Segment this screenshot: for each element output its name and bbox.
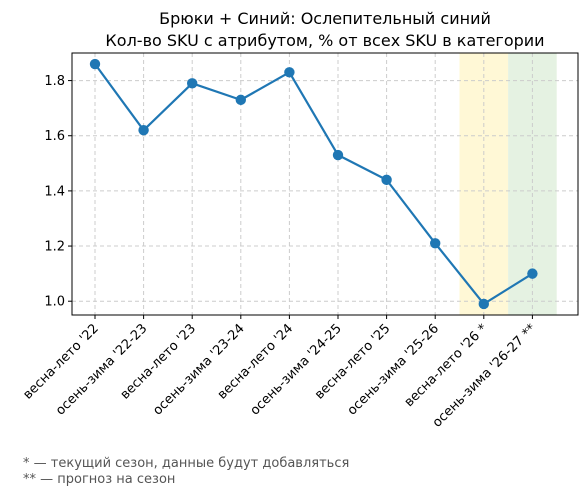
data-point bbox=[332, 149, 344, 161]
data-point bbox=[284, 67, 295, 78]
y-tick-label: 1.2 bbox=[44, 240, 65, 255]
data-point bbox=[187, 78, 198, 89]
data-point bbox=[381, 174, 392, 186]
x-tick-label: осень-зима '23-24 bbox=[150, 321, 247, 418]
data-point bbox=[430, 238, 441, 249]
x-tick-label: осень-зима '25-26 bbox=[345, 321, 442, 418]
chart-subtitle: Кол-во SKU с атрибутом, % от всех SKU в … bbox=[105, 31, 544, 50]
y-tick-label: 1.6 bbox=[44, 129, 65, 144]
y-tick-label: 1.8 bbox=[44, 74, 65, 89]
x-tick-label: осень-зима '24-25 bbox=[248, 321, 345, 418]
data-point bbox=[138, 125, 149, 136]
data-point bbox=[527, 268, 538, 279]
footnote-forecast: ** — прогноз на сезон bbox=[23, 472, 176, 487]
data-point bbox=[235, 94, 246, 106]
data-point bbox=[478, 298, 489, 310]
series-line bbox=[94, 63, 533, 306]
x-tick-label: весна-лето '26 * bbox=[402, 321, 491, 410]
plot-frame bbox=[71, 52, 579, 316]
data-point bbox=[89, 58, 101, 70]
footnote-current: * — текущий сезон, данные будут добавлят… bbox=[23, 456, 350, 471]
y-tick-label: 1.4 bbox=[44, 184, 65, 199]
y-tick-label: 1.0 bbox=[44, 295, 65, 310]
chart-title: Брюки + Синий: Ослепительный синий bbox=[159, 9, 491, 28]
x-tick-label: осень-зима '22-23 bbox=[53, 321, 150, 418]
band-current-season bbox=[459, 53, 509, 315]
